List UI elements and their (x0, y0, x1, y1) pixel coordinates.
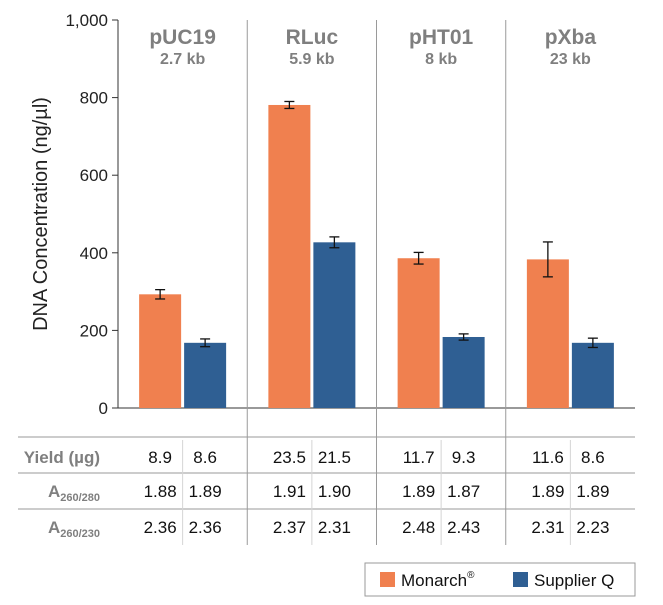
table-cell: 11.7 (403, 448, 435, 467)
table-cell: 2.23 (576, 518, 609, 537)
table-cell: 1.89 (576, 482, 609, 501)
group-size-label: 2.7 kb (160, 51, 206, 68)
bar (313, 242, 356, 408)
bar (397, 258, 440, 408)
bar (442, 336, 485, 408)
table-row-label-subscript: 260/280 (60, 492, 100, 504)
legend-label-monarch-name: Monarch (401, 571, 467, 590)
table-cell: 2.36 (144, 518, 177, 537)
table-cell: 2.31 (531, 518, 564, 537)
bar (139, 294, 182, 408)
group-label: pHT01 (409, 26, 474, 49)
table-cell: 2.48 (402, 518, 435, 537)
table-cell: 1.87 (447, 482, 480, 501)
table-cell: 1.90 (318, 482, 351, 501)
table-cell: 8.6 (581, 448, 605, 467)
y-tick-label: 400 (80, 244, 108, 263)
table-cell: 1.89 (402, 482, 435, 501)
table-row-label-main: A (48, 482, 60, 501)
y-tick-label: 0 (99, 399, 108, 418)
table-row-label: A260/280 (48, 482, 100, 504)
group-label: pUC19 (149, 26, 216, 49)
table-cell: 8.9 (148, 448, 172, 467)
table-row-label-main: A (48, 518, 60, 537)
legend-swatch-monarch (380, 572, 395, 587)
table-cell: 11.6 (532, 448, 564, 467)
table-cell: 1.91 (273, 482, 306, 501)
legend-box (364, 562, 636, 597)
table-cell: 2.31 (318, 518, 351, 537)
table-cell: 1.88 (144, 482, 177, 501)
table-row-label-subscript: 260/230 (60, 528, 100, 540)
table-cell: 1.89 (189, 482, 222, 501)
table-cell: 8.6 (193, 448, 217, 467)
table-cell: 9.3 (452, 448, 476, 467)
y-tick-label: 1,000 (65, 11, 108, 30)
table-cell: 21.5 (318, 448, 351, 467)
y-axis-label: DNA Concentration (ng/µl) (30, 97, 52, 331)
table-cell: 2.37 (273, 518, 306, 537)
table-cell: 2.43 (447, 518, 480, 537)
group-size-label: 5.9 kb (289, 51, 335, 68)
legend-label-monarch-superscript: ® (467, 570, 475, 581)
group-size-label: 23 kb (550, 51, 591, 68)
bar (184, 342, 227, 408)
table-cell: 23.5 (273, 448, 306, 467)
table-cell: 1.89 (531, 482, 564, 501)
group-label: pXba (545, 26, 597, 49)
table-cell: 2.36 (189, 518, 222, 537)
legend-label-monarch: Monarch® (401, 570, 475, 590)
group-size-label: 8 kb (425, 51, 457, 68)
y-tick-label: 200 (80, 321, 108, 340)
bar (268, 104, 311, 409)
table-row-label-main: Yield (µg) (24, 448, 100, 467)
y-tick-label: 800 (80, 89, 108, 108)
legend-label-supplier-q: Supplier Q (534, 571, 614, 590)
table-row-label: A260/230 (48, 518, 100, 540)
bar (526, 259, 569, 408)
legend-swatch-supplier-q (513, 572, 528, 587)
table-row-label: Yield (µg) (24, 448, 100, 467)
bar (571, 342, 614, 408)
y-tick-label: 600 (80, 166, 108, 185)
group-label: RLuc (286, 26, 339, 49)
